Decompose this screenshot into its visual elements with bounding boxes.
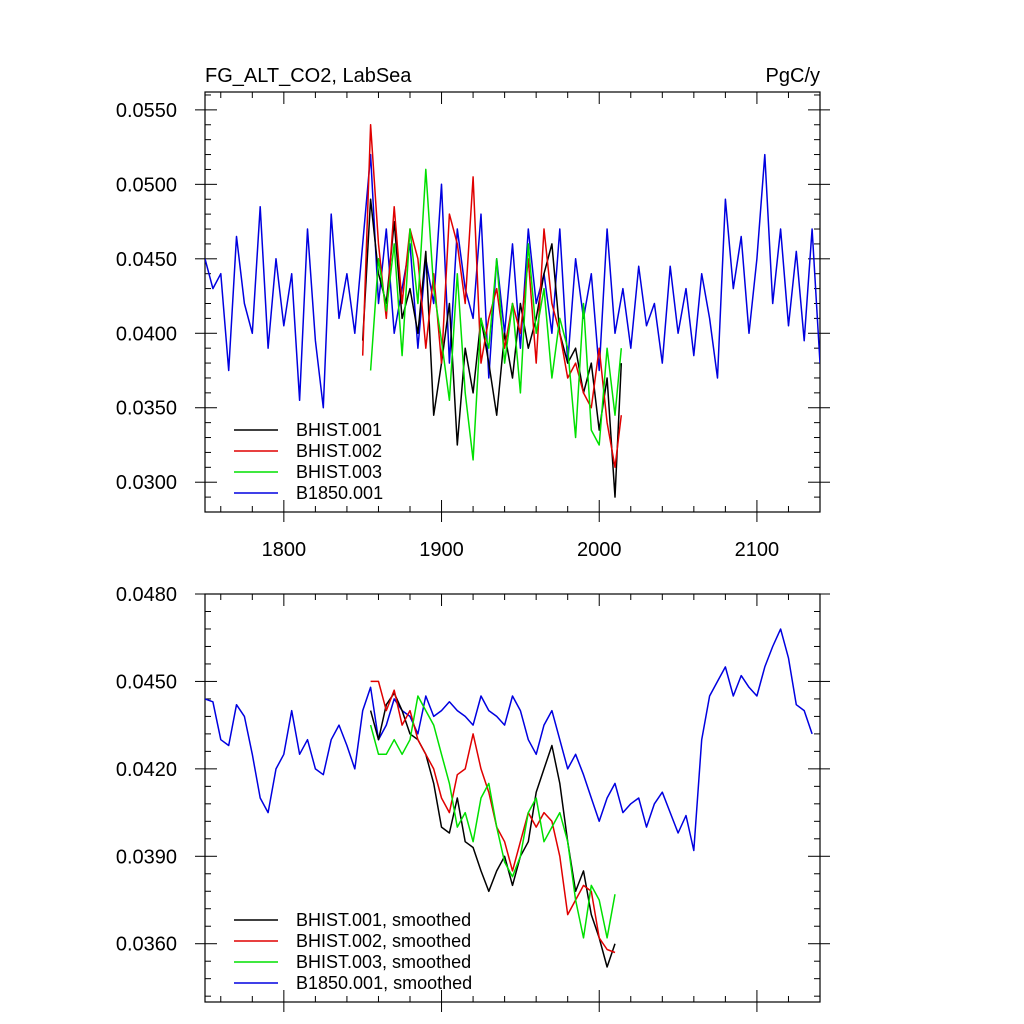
y-tick-label: 0.0360 [116, 934, 177, 956]
x-tick-label: 1900 [419, 539, 464, 561]
legend-entry: BHIST.001 [296, 420, 382, 440]
x-tick-label: 1800 [262, 539, 307, 561]
y-tick-label: 0.0300 [116, 472, 177, 494]
y-tick-label: 0.0450 [116, 671, 177, 693]
y-tick-label: 0.0400 [116, 323, 177, 345]
y-tick-label: 0.0480 [116, 584, 177, 606]
legend-entry: BHIST.001, smoothed [296, 910, 471, 930]
plot-frame [204, 91, 821, 513]
series-line-b1850-001 [205, 153, 820, 409]
legend-entry: BHIST.002 [296, 441, 382, 461]
chart-title: FG_ALT_CO2, LabSea [205, 65, 412, 87]
plot-frame [204, 593, 821, 1003]
y-tick-label: 0.0390 [116, 846, 177, 868]
x-tick-label: 2100 [735, 539, 780, 561]
panel-1: 1800 1900 2000 2100 0.0300 0.0350 0.0400 0.0450… [116, 65, 830, 561]
series-line-bhist-003 [369, 168, 623, 461]
legend-entry: BHIST.003 [296, 462, 382, 482]
series-line-bhist-002 [361, 124, 623, 469]
legend-entry: B1850.001, smoothed [296, 973, 472, 993]
chart-units: PgC/y [766, 65, 820, 87]
y-tick-label: 0.0500 [116, 174, 177, 196]
x-tick-label: 2000 [577, 539, 622, 561]
y-tick-label: 0.0420 [116, 759, 177, 781]
series-line-b1850-001 [205, 628, 813, 852]
legend-entry: BHIST.002, smoothed [296, 931, 471, 951]
y-tick-label: 0.0350 [116, 398, 177, 420]
panel-2: 0.0360 0.0390 0.0420 0.0450 0.0480 BHIST.001,… [116, 584, 830, 1012]
series-line-bhist-003 [369, 695, 616, 939]
legend-entry: BHIST.003, smoothed [296, 952, 471, 972]
legend-entry: B1850.001 [296, 483, 383, 503]
y-tick-label: 0.0450 [116, 249, 177, 271]
series-line-bhist-002 [370, 680, 616, 954]
y-tick-label: 0.0550 [116, 100, 177, 122]
